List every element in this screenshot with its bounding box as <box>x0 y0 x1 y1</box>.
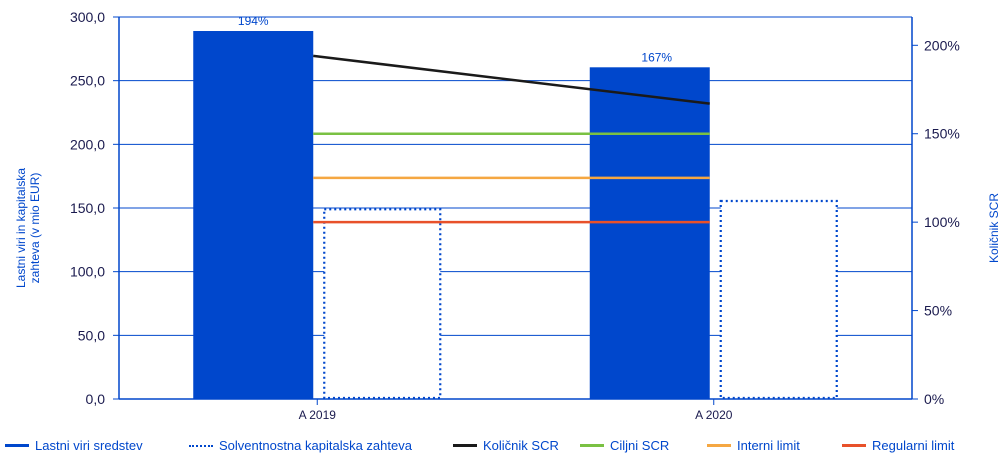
legend-swatch <box>707 444 731 447</box>
data-label: 194% <box>238 14 269 28</box>
legend-label: Solventnostna kapitalska zahteva <box>219 438 412 453</box>
legend-swatch <box>580 444 604 447</box>
series-lines <box>313 54 710 224</box>
y-tick-label: 50,0 <box>78 327 105 343</box>
y-tick-label: 300,0 <box>70 9 105 25</box>
bar-solventnostna-zahteva <box>323 208 442 400</box>
bar-lastni-viri <box>193 31 314 400</box>
y2-tick-label: 0% <box>924 391 944 407</box>
bar-lastni-viri <box>589 67 710 400</box>
legend-item: Regularni limit <box>842 438 954 453</box>
legend-item: Lastni viri sredstev <box>5 438 143 453</box>
chart-labels: 0,0 50,0 100,0 150,0 200,0 250,0 300,0 0% 50% 100… <box>14 9 1001 422</box>
bar-solventnostna-zahteva <box>719 199 838 400</box>
y-tick-label: 200,0 <box>70 136 105 152</box>
legend-item: Ciljni SCR <box>580 438 669 453</box>
y-axis-title: Lastni viri in kapitalskazahteva (v mio … <box>14 168 42 288</box>
legend-item: Interni limit <box>707 438 800 453</box>
legend-label: Regularni limit <box>872 438 955 453</box>
line-koli-nik-scr <box>313 54 710 105</box>
legend-swatch <box>189 444 213 447</box>
legend-label: Interni limit <box>737 438 800 453</box>
y2-tick-label: 200% <box>924 37 960 53</box>
data-label: 167% <box>641 50 672 64</box>
legend-swatch <box>453 444 477 447</box>
chart: 0,0 50,0 100,0 150,0 200,0 250,0 300,0 0% 50% 100… <box>14 9 1001 422</box>
y-axis-title-line: Lastni viri in kapitalska <box>14 168 28 288</box>
y2-tick-label: 150% <box>924 126 960 142</box>
y-axis-title-line: zahteva (v mio EUR) <box>28 173 42 284</box>
axes <box>113 16 918 405</box>
legend-swatch <box>842 444 866 447</box>
legend-swatch <box>5 444 29 447</box>
y-tick-label: 100,0 <box>70 264 105 280</box>
y2-axis-title: Količnik SCR <box>987 193 1001 263</box>
bars <box>193 31 838 400</box>
y2-tick-label: 100% <box>924 214 960 230</box>
legend-item: Solventnostna kapitalska zahteva <box>189 438 412 453</box>
legend-label: Količnik SCR <box>483 438 559 453</box>
y-tick-label: 0,0 <box>86 391 106 407</box>
y-tick-label: 250,0 <box>70 73 105 89</box>
x-tick-label: A 2019 <box>299 408 337 422</box>
y-tick-label: 150,0 <box>70 200 105 216</box>
x-tick-label: A 2020 <box>695 408 733 422</box>
legend-item: Količnik SCR <box>453 438 559 453</box>
legend-label: Lastni viri sredstev <box>35 438 143 453</box>
legend-label: Ciljni SCR <box>610 438 670 453</box>
legend: Lastni viri sredstev Solventnostna kapita… <box>0 436 1008 454</box>
y2-tick-label: 50% <box>924 303 952 319</box>
